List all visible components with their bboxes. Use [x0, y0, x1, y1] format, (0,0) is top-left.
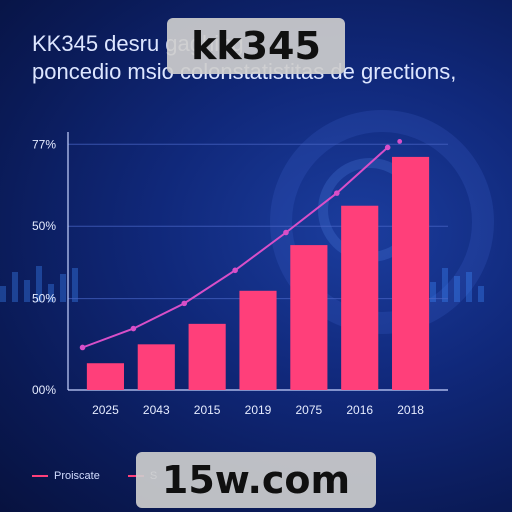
bar [188, 323, 226, 390]
trend-point [334, 190, 340, 196]
trend-point [130, 325, 137, 332]
trend-point [283, 229, 289, 236]
bar [86, 363, 124, 390]
x-tick-label: 2025 [92, 403, 119, 417]
legend-label: Proiscate [54, 470, 100, 482]
legend-swatch-line [32, 475, 48, 477]
watermark-bottom: 15w.com [136, 452, 376, 508]
x-tick-label: 2043 [143, 403, 170, 417]
x-tick-label: 2019 [245, 403, 272, 417]
y-tick-label: 00% [32, 383, 56, 397]
y-tick-label: 77% [32, 137, 56, 151]
bar [137, 344, 175, 390]
background-bars-right [430, 262, 484, 302]
trend-point [79, 344, 86, 351]
bar [290, 245, 328, 390]
trend-point [181, 300, 188, 307]
legend-swatch-line-2 [127, 475, 144, 477]
bar [239, 290, 277, 390]
y-tick-label: 50% [32, 292, 56, 306]
bar [341, 205, 379, 390]
background-bars-left [0, 262, 78, 302]
bar [392, 156, 430, 390]
trend-point [384, 144, 391, 151]
x-tick-label: 2016 [346, 403, 373, 417]
x-tick-label: 2015 [194, 403, 221, 417]
trend-point [232, 267, 238, 274]
x-tick-label: 2075 [296, 403, 323, 417]
trend-arrow-tip [397, 139, 403, 144]
watermark-top: kk345 [167, 18, 345, 74]
x-tick-label: 2018 [397, 403, 424, 417]
y-tick-label: 50% [32, 219, 56, 233]
